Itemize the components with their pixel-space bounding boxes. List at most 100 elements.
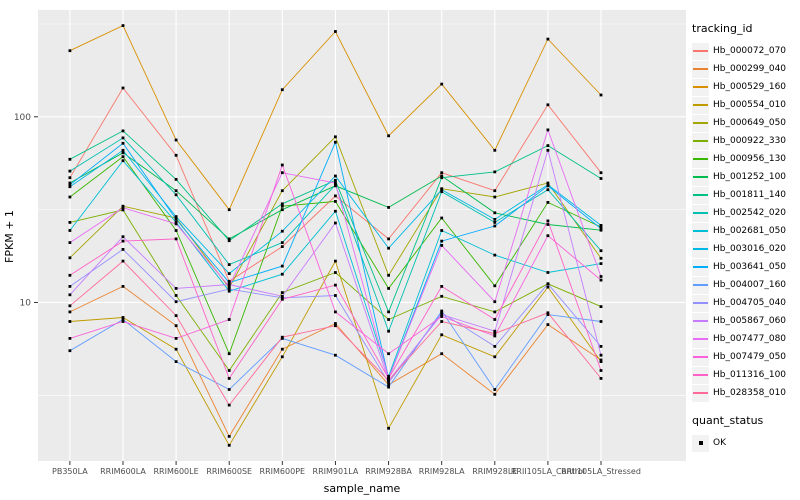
data-point-marker	[280, 208, 284, 212]
data-point-marker	[227, 369, 231, 372]
data-point-marker	[334, 322, 337, 325]
x-axis-tick-label: RRIM928BA	[365, 467, 412, 476]
data-point-marker	[546, 181, 550, 185]
data-point-marker	[493, 170, 497, 174]
quant-legend-key	[692, 434, 709, 452]
data-point-marker	[174, 178, 178, 181]
data-point-marker	[121, 148, 125, 152]
data-point-marker	[68, 183, 72, 187]
data-point-marker	[599, 256, 603, 260]
x-axis-tick-label: RRIM600PE	[260, 467, 306, 476]
legend-item: Hb_000554_010	[692, 96, 798, 114]
legend-item-label: Hb_003641_050	[713, 262, 787, 272]
legend-key-line-icon	[693, 356, 708, 358]
data-point-marker	[68, 169, 72, 173]
data-point-marker	[599, 227, 603, 230]
data-point-marker	[334, 140, 337, 144]
legend-item-label: Hb_005867_060	[713, 316, 787, 326]
legend-item-label: Hb_003016_020	[713, 244, 787, 254]
legend-key	[692, 384, 709, 402]
data-point-marker	[174, 153, 178, 157]
legend-item: Hb_001811_140	[692, 186, 798, 204]
legend-key	[692, 312, 709, 330]
data-point-marker	[174, 221, 178, 224]
data-point-marker	[546, 285, 550, 289]
legend-key-line-icon	[693, 158, 708, 160]
data-point-marker	[599, 171, 603, 175]
data-point-marker	[599, 278, 603, 282]
legend-item: Hb_004705_040	[692, 294, 798, 312]
legend-item-label: Hb_002681_050	[713, 226, 787, 236]
legend-item: Hb_000956_130	[692, 150, 798, 168]
data-point-marker	[599, 305, 603, 308]
data-point-marker	[546, 37, 550, 41]
legend-item-label: Hb_000072_070	[713, 46, 787, 56]
data-point-marker	[280, 204, 284, 208]
data-point-marker	[227, 435, 231, 438]
data-point-marker	[121, 206, 125, 210]
data-point-marker	[227, 388, 231, 391]
data-point-marker	[387, 318, 390, 321]
legend-item-label: Hb_001811_140	[713, 190, 787, 200]
data-point-marker	[174, 360, 178, 363]
data-point-marker	[280, 272, 284, 276]
data-point-marker	[546, 144, 550, 147]
legend-key-line-icon	[693, 68, 708, 70]
data-point-marker	[599, 360, 603, 363]
data-point-marker	[334, 30, 337, 33]
legend-key-line-icon	[693, 266, 708, 268]
data-point-marker	[599, 345, 603, 348]
data-point-marker	[440, 176, 444, 180]
legend-item: Hb_005867_060	[692, 312, 798, 330]
data-point-marker	[227, 285, 231, 288]
legend-item-label: Hb_000529_160	[713, 82, 787, 92]
data-point-marker	[387, 246, 390, 250]
x-axis-tick-label: RRIM600LE	[154, 467, 199, 476]
legend-key-line-icon	[693, 392, 708, 394]
data-point-marker	[227, 289, 231, 293]
data-point-marker	[121, 285, 125, 288]
data-point-marker	[440, 333, 444, 337]
legend-item-label: Hb_007477_080	[713, 334, 787, 344]
legend-item: Hb_028358_010	[692, 384, 798, 402]
data-point-marker	[121, 248, 125, 251]
data-point-marker	[121, 239, 125, 243]
data-point-marker	[280, 335, 284, 339]
legend-item-label: Hb_011316_100	[713, 370, 787, 380]
data-point-marker	[440, 294, 444, 298]
x-axis-title: sample_name	[323, 482, 401, 495]
legend-key-line-icon	[693, 176, 708, 178]
legend-item: Hb_000529_160	[692, 78, 798, 96]
data-point-marker	[440, 320, 444, 323]
data-point-marker	[227, 403, 231, 407]
data-point-marker	[493, 392, 497, 396]
legend-key-line-icon	[693, 230, 708, 232]
legend-key-line-icon	[693, 140, 708, 142]
legend-key	[692, 240, 709, 258]
legend-key	[692, 96, 709, 114]
data-point-marker	[334, 283, 337, 287]
data-point-marker	[546, 313, 550, 316]
data-point-marker	[546, 271, 550, 274]
data-point-marker	[174, 222, 178, 226]
data-point-marker	[493, 221, 497, 224]
data-point-marker	[493, 211, 497, 215]
data-point-marker	[387, 426, 390, 430]
data-point-marker	[493, 345, 497, 348]
data-point-marker	[227, 283, 231, 286]
legend-key	[692, 78, 709, 96]
x-axis-tick-label: RRII105LA_Control	[511, 467, 585, 476]
data-point-marker	[334, 135, 337, 139]
data-point-marker	[68, 181, 72, 185]
data-point-marker	[440, 309, 444, 313]
data-point-marker	[334, 200, 337, 203]
data-point-marker	[493, 318, 497, 321]
legend-item-label: Hb_000554_010	[713, 100, 787, 110]
data-point-marker	[599, 369, 603, 372]
legend-item: Hb_001252_100	[692, 168, 798, 186]
data-point-marker	[280, 163, 284, 167]
legend-item-label: Hb_007479_050	[713, 352, 787, 362]
data-point-marker	[174, 229, 178, 232]
data-point-marker	[227, 237, 231, 241]
data-point-marker	[334, 174, 337, 178]
